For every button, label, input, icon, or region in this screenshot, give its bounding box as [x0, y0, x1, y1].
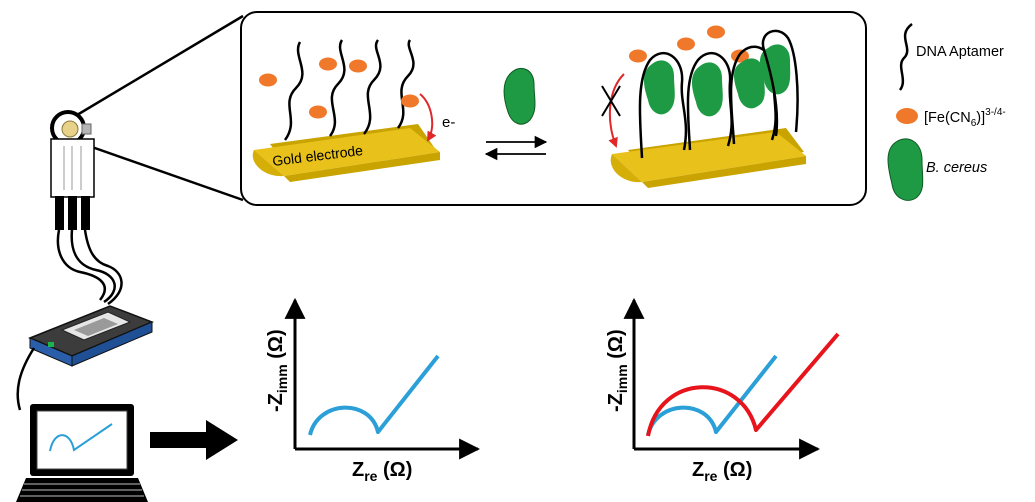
connector-pin-1 — [55, 196, 64, 230]
redox-probe-icon — [319, 57, 337, 71]
potentiostat-device — [28, 305, 155, 367]
gold-electrode-left — [254, 128, 440, 176]
redox-probe-icon — [629, 49, 647, 63]
legend: DNA Aptamer [Fe(CN6)]3-/4- B. cereus — [887, 23, 1006, 201]
redox-probe-icon — [401, 94, 419, 108]
usb-cable — [16, 347, 36, 411]
mechanism-box — [240, 11, 867, 206]
impedance-curve-blue — [646, 354, 778, 436]
cable-1 — [56, 229, 106, 301]
aptamer-3 — [362, 39, 382, 135]
x-axis-title: Zre (Ω) — [692, 459, 752, 484]
legend-aptamer-label: DNA Aptamer — [916, 44, 1004, 60]
zoom-line-top — [71, 14, 244, 120]
y-axis-title: -Zimm (Ω) — [605, 329, 630, 412]
impedance-curve-red — [646, 332, 840, 437]
electrode-unbound: Gold electrode e- — [252, 39, 455, 182]
cable-3 — [83, 229, 123, 306]
blocked-transfer-arrow — [608, 73, 625, 148]
redox-probe-icon — [309, 105, 327, 119]
nyquist-plot-baseline: -Zimm (Ω) Zre (Ω) — [265, 297, 481, 484]
cable-2 — [70, 229, 116, 304]
electron-label: e- — [442, 114, 455, 131]
bacteria-legend-icon — [887, 138, 924, 201]
screen-printed-electrode — [50, 110, 95, 230]
electrode-bound — [601, 25, 806, 188]
laptop-mini-plot — [49, 423, 113, 452]
aptamer-2 — [328, 39, 346, 137]
aptamer-1 — [283, 41, 304, 141]
bacterium-icon — [503, 68, 536, 125]
legend-bacteria-label: B. cereus — [926, 160, 987, 176]
mechanism-panel: Gold electrode e- — [240, 11, 867, 206]
reference-pad — [81, 123, 92, 135]
nyquist-plot-bound: -Zimm (Ω) Zre (Ω) — [605, 297, 840, 484]
aptamer-legend-icon — [898, 23, 913, 91]
bound-complex — [760, 29, 799, 137]
bound-complex — [638, 52, 688, 159]
redox-probe-icon — [677, 37, 695, 51]
legend-probe-label: [Fe(CN6)]3-/4- — [924, 107, 1006, 129]
connector-pin-2 — [68, 196, 77, 230]
redox-probe-icon — [259, 73, 277, 87]
impedance-curve-blue — [308, 354, 440, 436]
redox-probe-icon — [707, 25, 725, 39]
electron-transfer-arrow — [419, 93, 437, 142]
laptop-display — [36, 410, 128, 470]
probe-legend-icon — [896, 108, 918, 124]
output-arrow — [150, 420, 238, 460]
block-cross-icon — [601, 85, 621, 117]
redox-probe-icon — [349, 59, 367, 73]
zoom-line-bottom — [71, 138, 244, 202]
aptamer-4 — [396, 39, 415, 129]
sensor-setup — [16, 14, 244, 502]
working-electrode-disc — [61, 120, 79, 138]
y-axis-title: -Zimm (Ω) — [265, 329, 290, 412]
connector-pin-3 — [81, 196, 90, 230]
laptop-icon — [16, 404, 148, 502]
x-axis-title: Zre (Ω) — [352, 459, 412, 484]
gold-electrode-right — [612, 132, 806, 182]
